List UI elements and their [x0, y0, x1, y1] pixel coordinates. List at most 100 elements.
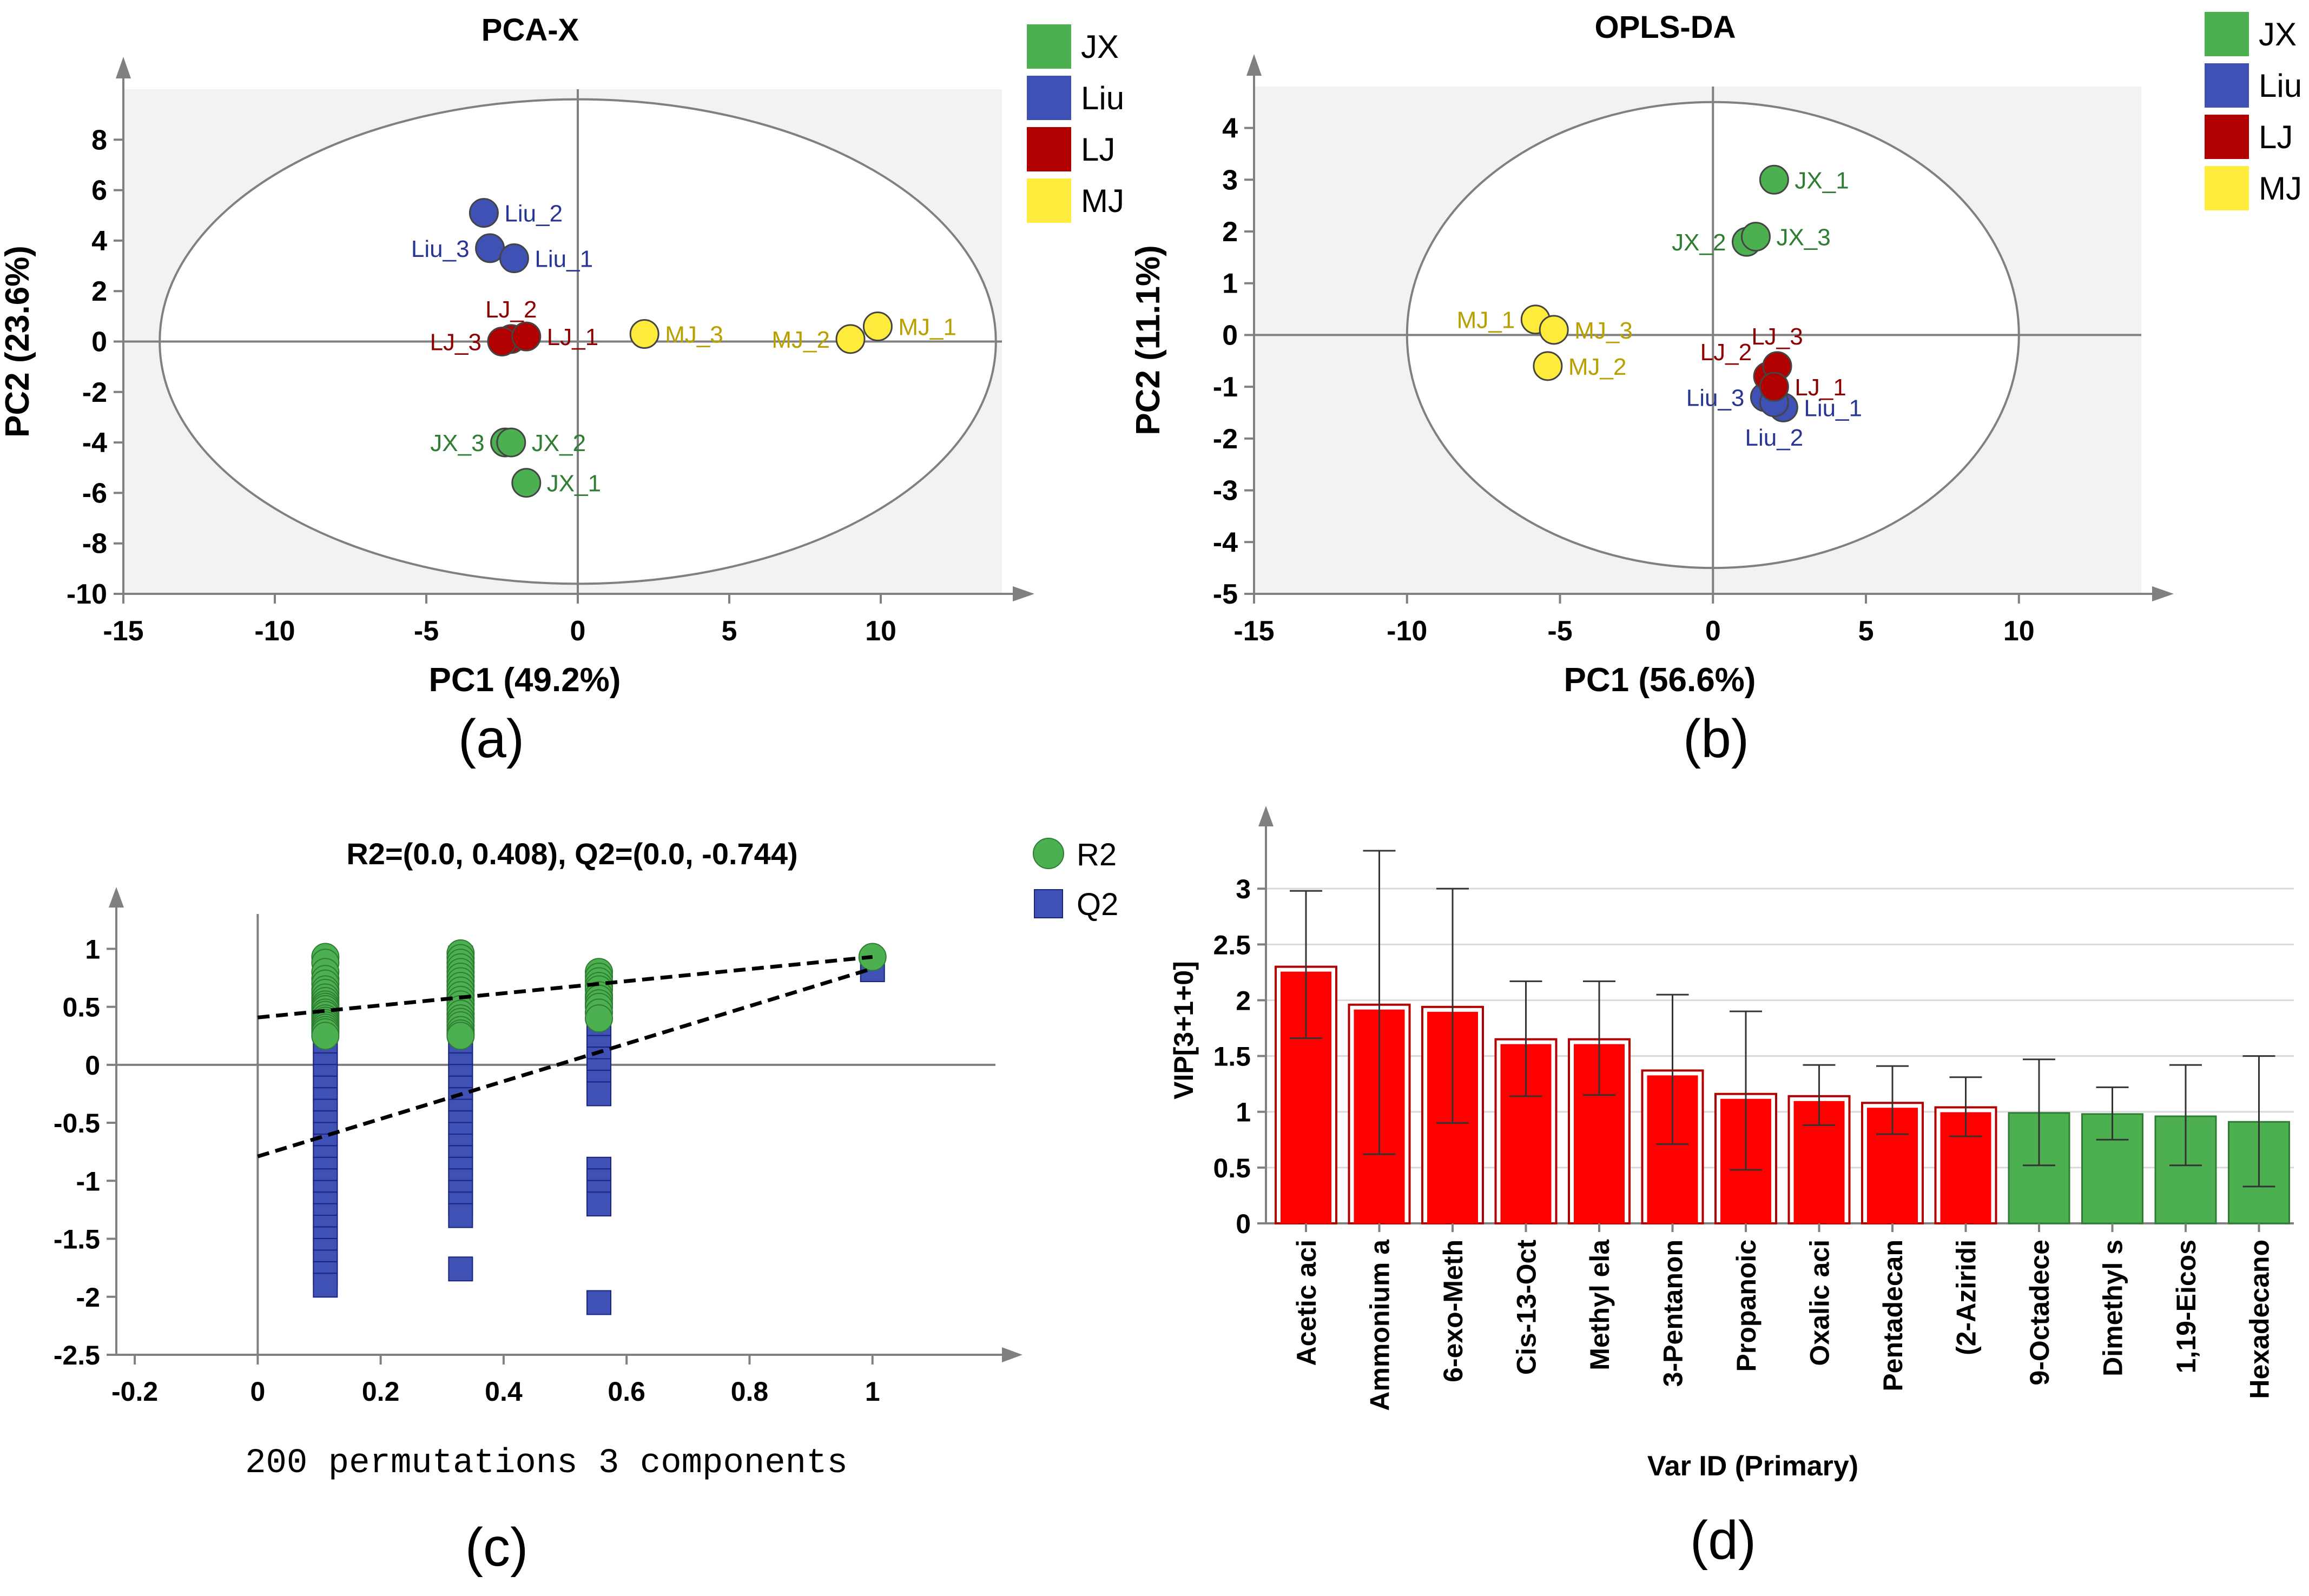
panel-d-vip-bar-chart: 0 0.5 1 1.5 2 2.5 3 Acetic aci Ammonium a 6-exo-M… [1169, 806, 2294, 1482]
legend-label-liu: Liu [1081, 80, 1124, 116]
y-tick-label: -2 [1213, 423, 1238, 455]
score-label: Liu_1 [1804, 395, 1862, 421]
y-tick-label: 3 [1236, 874, 1251, 904]
x-tick-label: Acetic aci [1291, 1240, 1322, 1366]
score-label: Liu_2 [504, 201, 563, 227]
y-tick-label: 2 [91, 276, 107, 307]
score-point-mj-2 [835, 324, 866, 354]
score-label: Liu_2 [1745, 425, 1804, 451]
x-tick-label: Propanoic [1731, 1240, 1762, 1372]
x-tick-label: 6-exo-Meth [1438, 1240, 1468, 1382]
score-label: JX_1 [1795, 167, 1849, 194]
legend-label-jx: JX [1081, 29, 1119, 65]
x-axis-label: Var ID (Primary) [1647, 1451, 1858, 1482]
legend-label-mj: MJ [1081, 183, 1124, 219]
y-tick-label: 0 [85, 1050, 100, 1081]
score-point-mj-3 [1539, 315, 1569, 345]
x-tick-label: 0.6 [608, 1376, 645, 1407]
panel-a-caption: (a) [458, 708, 524, 769]
y-tick-label: 0 [1222, 320, 1238, 351]
x-axis-label: PC1 (49.2%) [429, 661, 621, 699]
trendline-r2 [258, 955, 873, 1019]
score-point-mj-3 [629, 319, 659, 349]
score-point-jx-1 [511, 468, 542, 498]
y-tick-label: -1 [1213, 372, 1238, 403]
legend-swatch-liu [2205, 63, 2249, 108]
y-tick-label: 3 [1222, 164, 1238, 196]
y-axis-arrow [109, 887, 124, 908]
q2-point [448, 1203, 473, 1228]
score-point-lj-1 [511, 321, 542, 352]
y-tick-label: 4 [1222, 113, 1238, 144]
x-axis-label: PC1 (56.6%) [1564, 661, 1756, 699]
panel-a-pca-x: -15 -10 -5 0 5 10 -10 -8 -6 -4 -2 0 2 4 6 8 Liu_2 Liu_3 Li… [0, 12, 1124, 699]
x-tick-label: Methyl ela [1585, 1239, 1615, 1370]
y-tick-label: 1.5 [1213, 1042, 1251, 1072]
x-tick-label: (2-Aziridi [1951, 1240, 1982, 1355]
score-point-jx-3 [1740, 222, 1771, 252]
legend-marker-q2 [1034, 889, 1063, 918]
x-tick-label: 1 [865, 1376, 880, 1407]
x-tick-label: Ammonium a [1365, 1239, 1395, 1411]
legend-swatch-jx [2205, 12, 2249, 56]
score-label: JX_2 [532, 430, 586, 456]
legend-label-jx: JX [2259, 16, 2297, 52]
x-tick-label: 0.4 [485, 1376, 523, 1407]
y-tick-label: -3 [1213, 475, 1238, 507]
y-tick-label: 2 [1222, 216, 1238, 248]
x-tick-label: -10 [1387, 615, 1427, 647]
y-tick-label: 0 [1236, 1209, 1251, 1239]
score-label: LJ_2 [485, 296, 537, 323]
q2-point [586, 1290, 612, 1315]
x-tick-label: 9-Octadece [2024, 1240, 2055, 1386]
y-tick-label: -2 [76, 1282, 100, 1313]
x-tick-label: Pentadecan [1878, 1240, 1908, 1392]
trendline-q2 [257, 966, 873, 1158]
chart-title: R2=(0.0, 0.408), Q2=(0.0, -0.744) [346, 837, 797, 871]
y-tick-label: 2 [1236, 985, 1251, 1016]
x-tick-label: 10 [865, 615, 896, 647]
x-tick-label: -5 [1547, 615, 1572, 647]
legend-swatch-jx [1027, 24, 1071, 69]
score-label: LJ_3 [430, 329, 481, 356]
score-point-mj-1 [862, 312, 893, 342]
legend-swatch-mj [1027, 178, 1071, 223]
score-label: JX_3 [1776, 224, 1830, 251]
y-tick-label: -2.5 [54, 1340, 100, 1370]
x-axis-arrow [1002, 1347, 1022, 1362]
legend-label-r2: R2 [1077, 837, 1117, 872]
legend-marker-r2 [1033, 838, 1064, 869]
x-tick-label: -10 [254, 615, 295, 647]
y-tick-label: 1 [1222, 268, 1238, 300]
panel-d-caption: (d) [1690, 1510, 1756, 1571]
score-point-lj-3 [487, 327, 517, 356]
score-label: Liu_1 [535, 246, 593, 273]
vip-bar [2154, 1115, 2217, 1224]
legend-label-mj: MJ [2259, 170, 2302, 207]
score-label: JX_2 [1672, 229, 1726, 256]
score-label: MJ_1 [898, 314, 956, 341]
x-tick-label: 5 [722, 615, 737, 647]
y-axis-arrow [116, 57, 131, 78]
y-tick-label: 1 [1236, 1097, 1251, 1128]
y-axis-label: PC2 (23.6%) [0, 246, 36, 438]
score-point-mj-2 [1533, 351, 1563, 381]
x-axis-arrow [2152, 586, 2174, 601]
y-tick-label: -8 [82, 528, 107, 560]
score-point-jx-2 [496, 427, 526, 458]
x-tick-label: 0 [570, 615, 586, 647]
score-label: LJ_1 [547, 324, 598, 350]
score-point-jx-1 [1759, 164, 1789, 195]
legend-swatch-liu [1027, 76, 1071, 120]
legend-swatch-lj [1027, 127, 1071, 171]
y-tick-label: -0.5 [54, 1108, 100, 1138]
x-tick-label: -15 [103, 615, 143, 647]
x-axis-arrow [1013, 586, 1034, 601]
legend-swatch-lj [2205, 115, 2249, 159]
y-tick-label: -10 [67, 579, 107, 610]
r2-point [311, 1022, 340, 1050]
score-point-lj-1 [1759, 372, 1789, 402]
legend-label-liu: Liu [2259, 68, 2302, 104]
